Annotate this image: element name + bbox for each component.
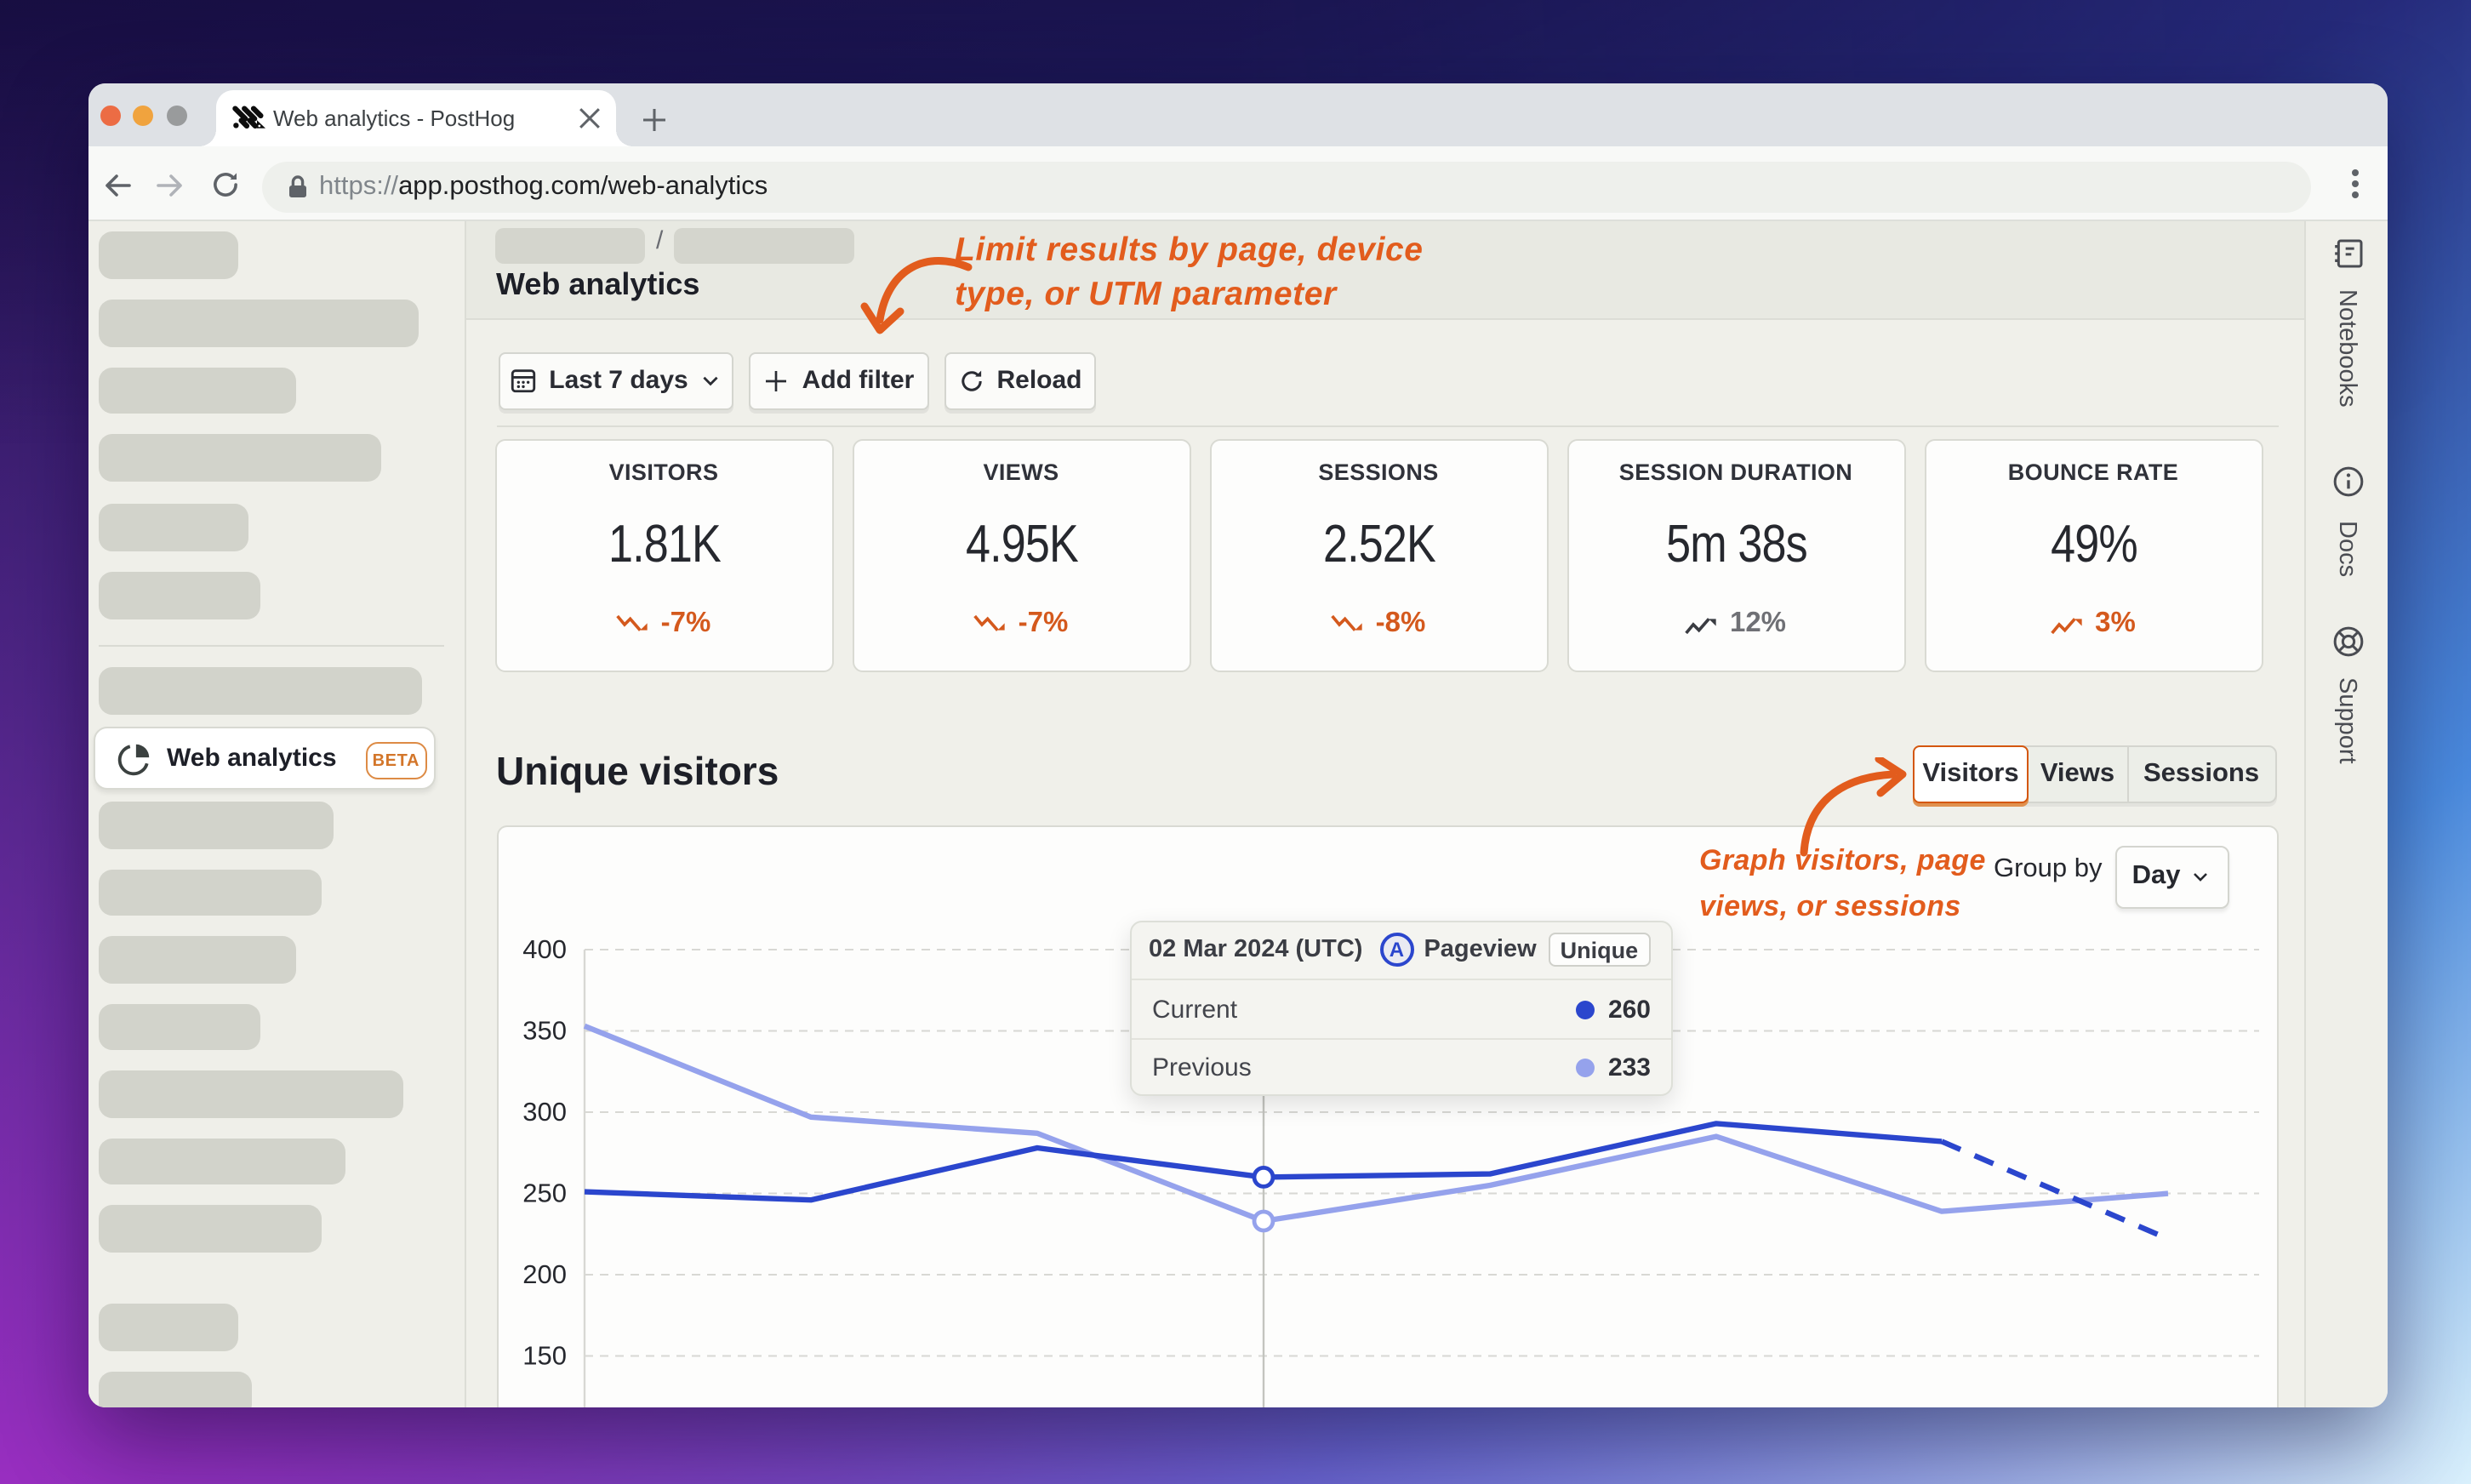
svg-text:300: 300 bbox=[522, 1097, 566, 1127]
svg-text:400: 400 bbox=[522, 934, 566, 964]
svg-text:350: 350 bbox=[522, 1016, 566, 1046]
svg-text:250: 250 bbox=[522, 1179, 566, 1208]
svg-text:200: 200 bbox=[522, 1259, 566, 1289]
svg-text:150: 150 bbox=[522, 1341, 566, 1371]
